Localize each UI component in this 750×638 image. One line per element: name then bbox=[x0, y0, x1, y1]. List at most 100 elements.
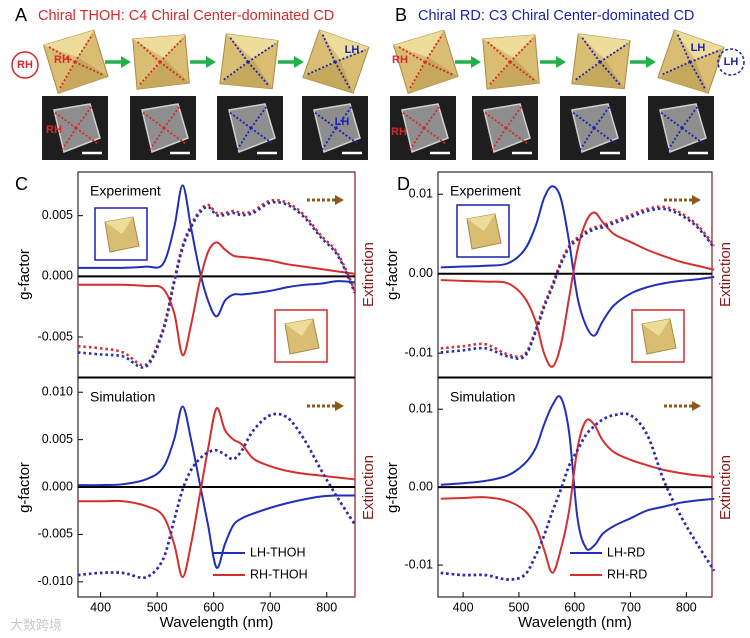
dotted-guide bbox=[61, 127, 77, 151]
dotted-guide bbox=[676, 33, 691, 63]
dotted-guide bbox=[334, 61, 352, 91]
watermark: 大数跨境 bbox=[10, 617, 62, 632]
inset-facet bbox=[285, 319, 313, 336]
dotted-guide bbox=[141, 111, 165, 129]
handedness-label: RH bbox=[17, 59, 33, 71]
particle-facet bbox=[58, 57, 109, 94]
handedness-label: RH bbox=[391, 126, 407, 138]
handedness-label: RH bbox=[392, 54, 408, 66]
y-axis-label: g-factor bbox=[16, 249, 33, 300]
y-tick-label: 0.000 bbox=[42, 269, 73, 283]
y-tick-label: 0.01 bbox=[409, 187, 433, 201]
panel-letter: A bbox=[15, 5, 27, 25]
dotted-guide bbox=[689, 61, 707, 91]
y-tick-label: 0.005 bbox=[42, 208, 73, 222]
dotted-guide bbox=[488, 61, 511, 86]
dotted-guide bbox=[313, 111, 337, 129]
y-tick-label: 0.000 bbox=[42, 479, 73, 493]
particle-model bbox=[42, 29, 109, 95]
legend-label: RH-THOH bbox=[250, 567, 308, 581]
particle-facet bbox=[137, 58, 190, 90]
legend-label: RH-RD bbox=[607, 567, 647, 581]
x-tick-label: 800 bbox=[676, 600, 697, 614]
annotation: Experiment bbox=[90, 183, 161, 199]
dotted-guide bbox=[599, 61, 622, 87]
dotted-guide bbox=[247, 61, 270, 87]
particle-facet bbox=[132, 34, 185, 59]
dotted-guide bbox=[593, 105, 611, 129]
step-arrow-head bbox=[556, 56, 566, 68]
trend-arrow-head bbox=[692, 195, 701, 205]
particle-model bbox=[657, 29, 725, 94]
dotted-guide bbox=[486, 40, 511, 63]
dotted-guide bbox=[74, 61, 105, 77]
panel-letter: D bbox=[397, 174, 410, 194]
particle-facet bbox=[226, 33, 279, 60]
g-factor-line bbox=[440, 185, 715, 337]
particle-facet bbox=[571, 59, 625, 89]
extinction-line bbox=[77, 198, 357, 367]
dotted-guide bbox=[250, 127, 274, 145]
particle-facet bbox=[674, 29, 724, 61]
dotted-guide bbox=[159, 61, 186, 82]
panel-letter: C bbox=[15, 174, 28, 194]
particle-model bbox=[132, 34, 190, 90]
inset-facet bbox=[642, 319, 670, 336]
trend-arrow-head bbox=[335, 195, 344, 205]
dotted-guide bbox=[397, 45, 426, 63]
dotted-guide bbox=[491, 127, 507, 151]
particle-model bbox=[302, 29, 370, 94]
dotted-guide bbox=[424, 34, 444, 63]
handedness-label: RH bbox=[54, 54, 70, 66]
dotted-guide bbox=[505, 127, 529, 145]
rotation-icon bbox=[11, 51, 39, 79]
particle-facet bbox=[578, 33, 631, 60]
x-tick-label: 600 bbox=[203, 600, 224, 614]
dotted-guide bbox=[667, 127, 683, 151]
y2-axis-label: Extinction bbox=[360, 455, 377, 520]
dotted-guide bbox=[58, 61, 76, 90]
extinction-line bbox=[440, 205, 716, 359]
dotted-guide bbox=[509, 61, 536, 82]
y-axis-label: g-factor bbox=[384, 462, 401, 513]
g-factor-line bbox=[440, 395, 715, 551]
y2-axis-label: Extinction bbox=[717, 455, 734, 520]
dotted-guide bbox=[571, 111, 595, 129]
g-factor-line bbox=[440, 418, 715, 574]
y2-axis-label: Extinction bbox=[717, 242, 734, 307]
step-arrow-head bbox=[471, 56, 481, 68]
dotted-guide bbox=[423, 127, 447, 145]
extinction-line bbox=[440, 207, 716, 360]
dotted-guide bbox=[574, 61, 601, 82]
step-arrow-head bbox=[294, 56, 304, 68]
dotted-guide bbox=[409, 127, 425, 151]
inset-frame bbox=[274, 309, 328, 363]
dotted-guide bbox=[335, 105, 353, 129]
panel-title: Chiral THOH: C4 Chiral Center-dominated … bbox=[38, 8, 334, 24]
y-tick-label: 0.010 bbox=[42, 385, 73, 399]
dotted-guide bbox=[306, 61, 336, 76]
dotted-guide bbox=[53, 111, 77, 129]
dotted-guide bbox=[423, 105, 441, 129]
dotted-guide bbox=[599, 43, 628, 63]
extinction-line bbox=[77, 412, 357, 580]
particle-model bbox=[219, 33, 279, 90]
particle-facet bbox=[482, 34, 535, 59]
g-factor-line bbox=[77, 407, 356, 579]
dotted-guide bbox=[222, 61, 249, 82]
g-factor-line bbox=[78, 184, 356, 318]
dotted-guide bbox=[689, 49, 721, 63]
dotted-guide bbox=[580, 36, 601, 63]
x-tick-label: 700 bbox=[620, 600, 641, 614]
particle-facet bbox=[319, 29, 369, 61]
dotted-guide bbox=[163, 105, 181, 129]
y-axis-label: g-factor bbox=[384, 249, 401, 300]
x-tick-label: 800 bbox=[316, 600, 337, 614]
dotted-guide bbox=[75, 127, 99, 145]
y-tick-label: 0.01 bbox=[409, 401, 433, 415]
rotation-icon bbox=[717, 48, 745, 76]
y-tick-label: -0.01 bbox=[405, 345, 434, 359]
dotted-guide bbox=[136, 40, 161, 63]
extinction-line bbox=[77, 200, 357, 369]
dotted-guide bbox=[321, 33, 336, 63]
